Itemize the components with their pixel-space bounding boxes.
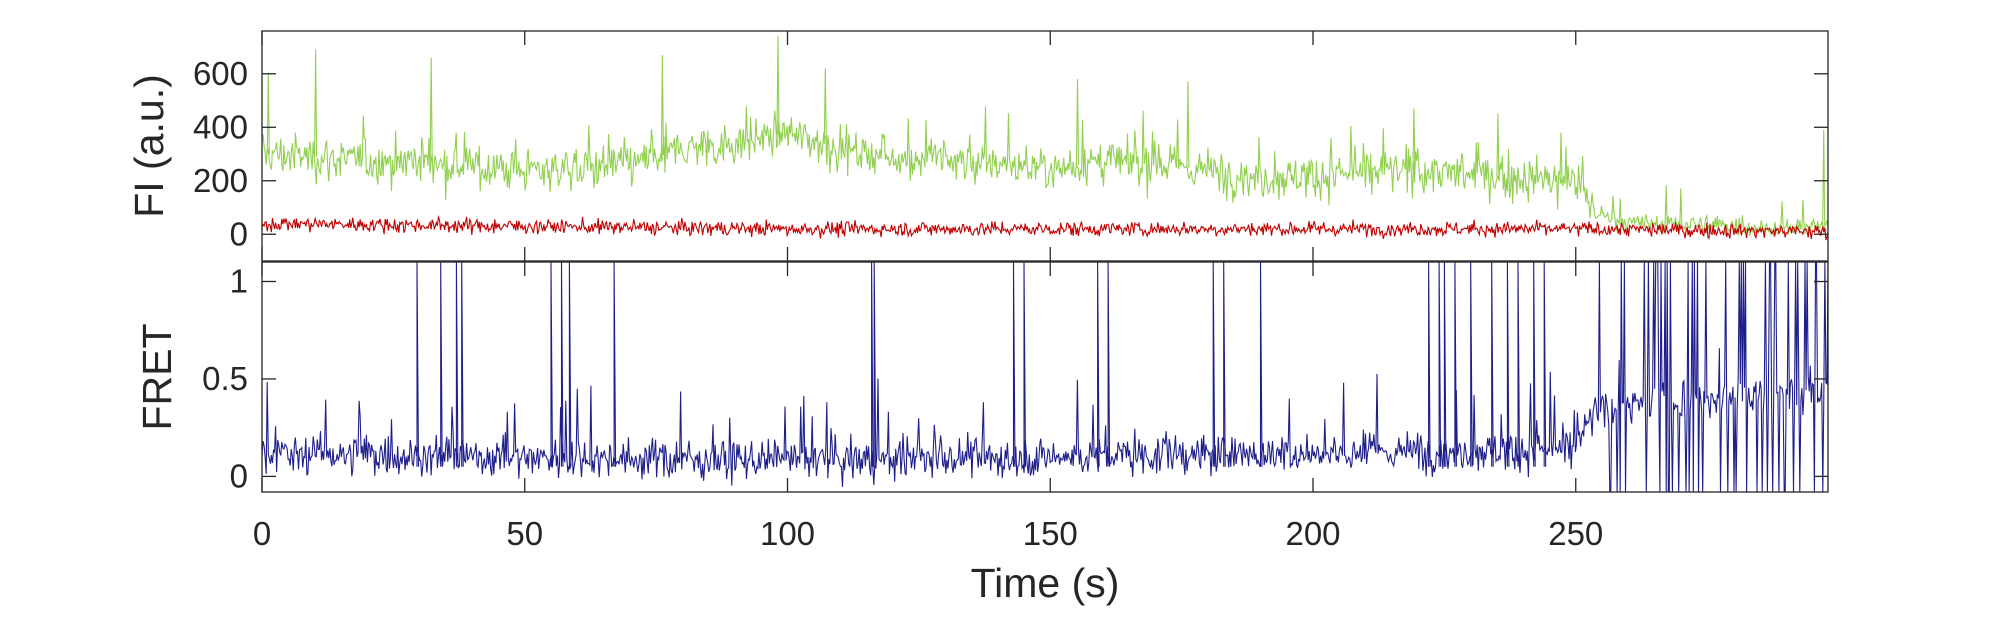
time-xtick-label: 0	[253, 515, 271, 552]
fret-traces	[261, 261, 1829, 493]
fluorescence-ytick-label: 400	[193, 108, 248, 145]
fluorescence-plot-frame	[261, 30, 1829, 262]
time-x-ticks: 0 50 100 150 200 250	[253, 31, 1603, 552]
donor-trace	[261, 36, 1829, 238]
fluorescence-ytick-label: 200	[193, 162, 248, 199]
fret-ytick-label: 1	[230, 262, 248, 299]
fret-y-axis-label: FRET	[134, 323, 180, 430]
fluorescence-panel: 0 200 400 600 FI (a.u.)	[126, 30, 1829, 262]
fret-panel: 00.51 0 50 100 150 200 250 FRET Time (s)	[134, 31, 1829, 606]
fluorescence-y-ticks: 0 200 400 600	[193, 55, 1828, 252]
time-xtick-label: 100	[760, 515, 815, 552]
fluorescence-y-axis-label: FI (a.u.)	[126, 74, 172, 218]
fret-trace	[261, 261, 1829, 493]
acceptor-trace	[261, 214, 1829, 241]
time-xtick-label: 200	[1285, 515, 1340, 552]
time-xtick-label: 150	[1023, 515, 1078, 552]
time-x-axis-label: Time (s)	[971, 560, 1120, 606]
fret-ytick-label: 0.5	[202, 360, 248, 397]
fret-y-ticks: 00.51	[202, 262, 1828, 494]
fluorescence-ytick-label: 600	[193, 55, 248, 92]
fret-plot-frame	[261, 261, 1829, 493]
time-xtick-label: 250	[1548, 515, 1603, 552]
fret-ytick-label: 0	[230, 457, 248, 494]
fluorescence-traces	[261, 36, 1829, 241]
fluorescence-ytick-label: 0	[230, 215, 248, 252]
time-xtick-label: 50	[506, 515, 543, 552]
